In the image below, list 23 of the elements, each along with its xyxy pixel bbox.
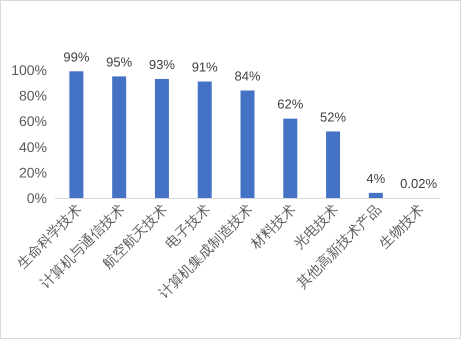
data-label: 99% bbox=[63, 49, 90, 64]
y-tick-label: 20% bbox=[18, 164, 47, 180]
y-tick-label: 100% bbox=[11, 62, 47, 78]
data-label: 95% bbox=[106, 54, 133, 70]
data-label: 93% bbox=[148, 56, 176, 72]
bar bbox=[368, 192, 383, 198]
bar bbox=[283, 118, 298, 198]
data-label: 0.02% bbox=[400, 176, 438, 191]
bar bbox=[112, 76, 126, 198]
data-label: 4% bbox=[366, 170, 386, 186]
bar bbox=[240, 90, 254, 198]
bar bbox=[154, 78, 169, 198]
y-tick-label: 60% bbox=[18, 113, 47, 130]
bar bbox=[198, 82, 212, 198]
data-label: 52% bbox=[320, 109, 346, 124]
data-label: 91% bbox=[192, 60, 218, 75]
data-label: 84% bbox=[234, 68, 261, 84]
y-tick-label: 40% bbox=[18, 138, 47, 155]
y-tick-label: 0% bbox=[26, 190, 47, 206]
data-label: 62% bbox=[277, 96, 304, 112]
y-tick-label: 80% bbox=[18, 88, 47, 104]
bar bbox=[69, 71, 84, 198]
bar bbox=[326, 131, 340, 198]
